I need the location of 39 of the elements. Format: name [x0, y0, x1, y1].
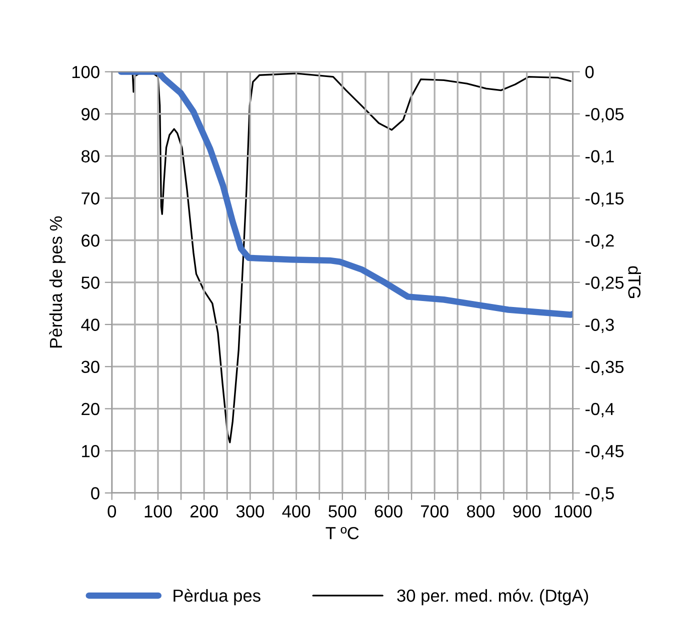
y2-tick-label: -0,45	[585, 445, 624, 460]
x-tick-label: 200	[190, 505, 218, 518]
x-axis-title: T ºC	[326, 526, 359, 540]
y-tick-label: 80	[82, 150, 100, 162]
y-tick-label: 10	[82, 445, 100, 458]
y-tick-label: 70	[82, 192, 100, 205]
y-tick-label: 90	[82, 108, 100, 120]
legend-label: 30 per. med. móv. (DtgA)	[397, 588, 588, 606]
y2-tick-label: -0,2	[585, 234, 614, 249]
y2-tick-label: -0,5	[585, 487, 614, 502]
x-tick-label: 800	[466, 505, 495, 518]
line-series	[132, 72, 572, 444]
x-tick-label: 500	[328, 505, 356, 518]
y-axis-title: Pèrdua de pes %	[49, 216, 66, 348]
y-tick-label: 0	[91, 487, 100, 500]
legend-label: Pèrdua pes	[174, 588, 260, 606]
y2-tick-label: -0,05	[585, 108, 624, 122]
x-tick-label: 100	[144, 505, 172, 518]
y2-tick-label: -0,35	[585, 360, 624, 376]
x-tick-label: 600	[374, 505, 402, 518]
y2-tick-label: -0,25	[585, 276, 624, 291]
y2-tick-label: 0	[585, 66, 594, 78]
y2-tick-label: -0,1	[585, 150, 614, 165]
x-tick-label: 900	[513, 505, 541, 518]
y2-axis-title: dTG	[628, 266, 641, 298]
y-tick-label: 60	[82, 234, 100, 247]
x-tick-label: 1000	[554, 505, 592, 518]
y-tick-label: 30	[81, 360, 100, 374]
x-tick-label: 300	[236, 505, 264, 518]
y-tick-label: 50	[81, 276, 100, 289]
y-tick-label: 40	[81, 318, 100, 331]
y2-tick-label: -0,3	[585, 318, 614, 333]
x-tick-label: 700	[421, 505, 448, 518]
y-tick-label: 100	[72, 66, 100, 78]
x-tick-label: 400	[282, 505, 310, 518]
x-tick-label: 0	[108, 505, 116, 518]
y-tick-label: 20	[82, 402, 100, 416]
y2-tick-label: -0,15	[585, 192, 624, 207]
y2-tick-label: -0,4	[585, 402, 614, 418]
